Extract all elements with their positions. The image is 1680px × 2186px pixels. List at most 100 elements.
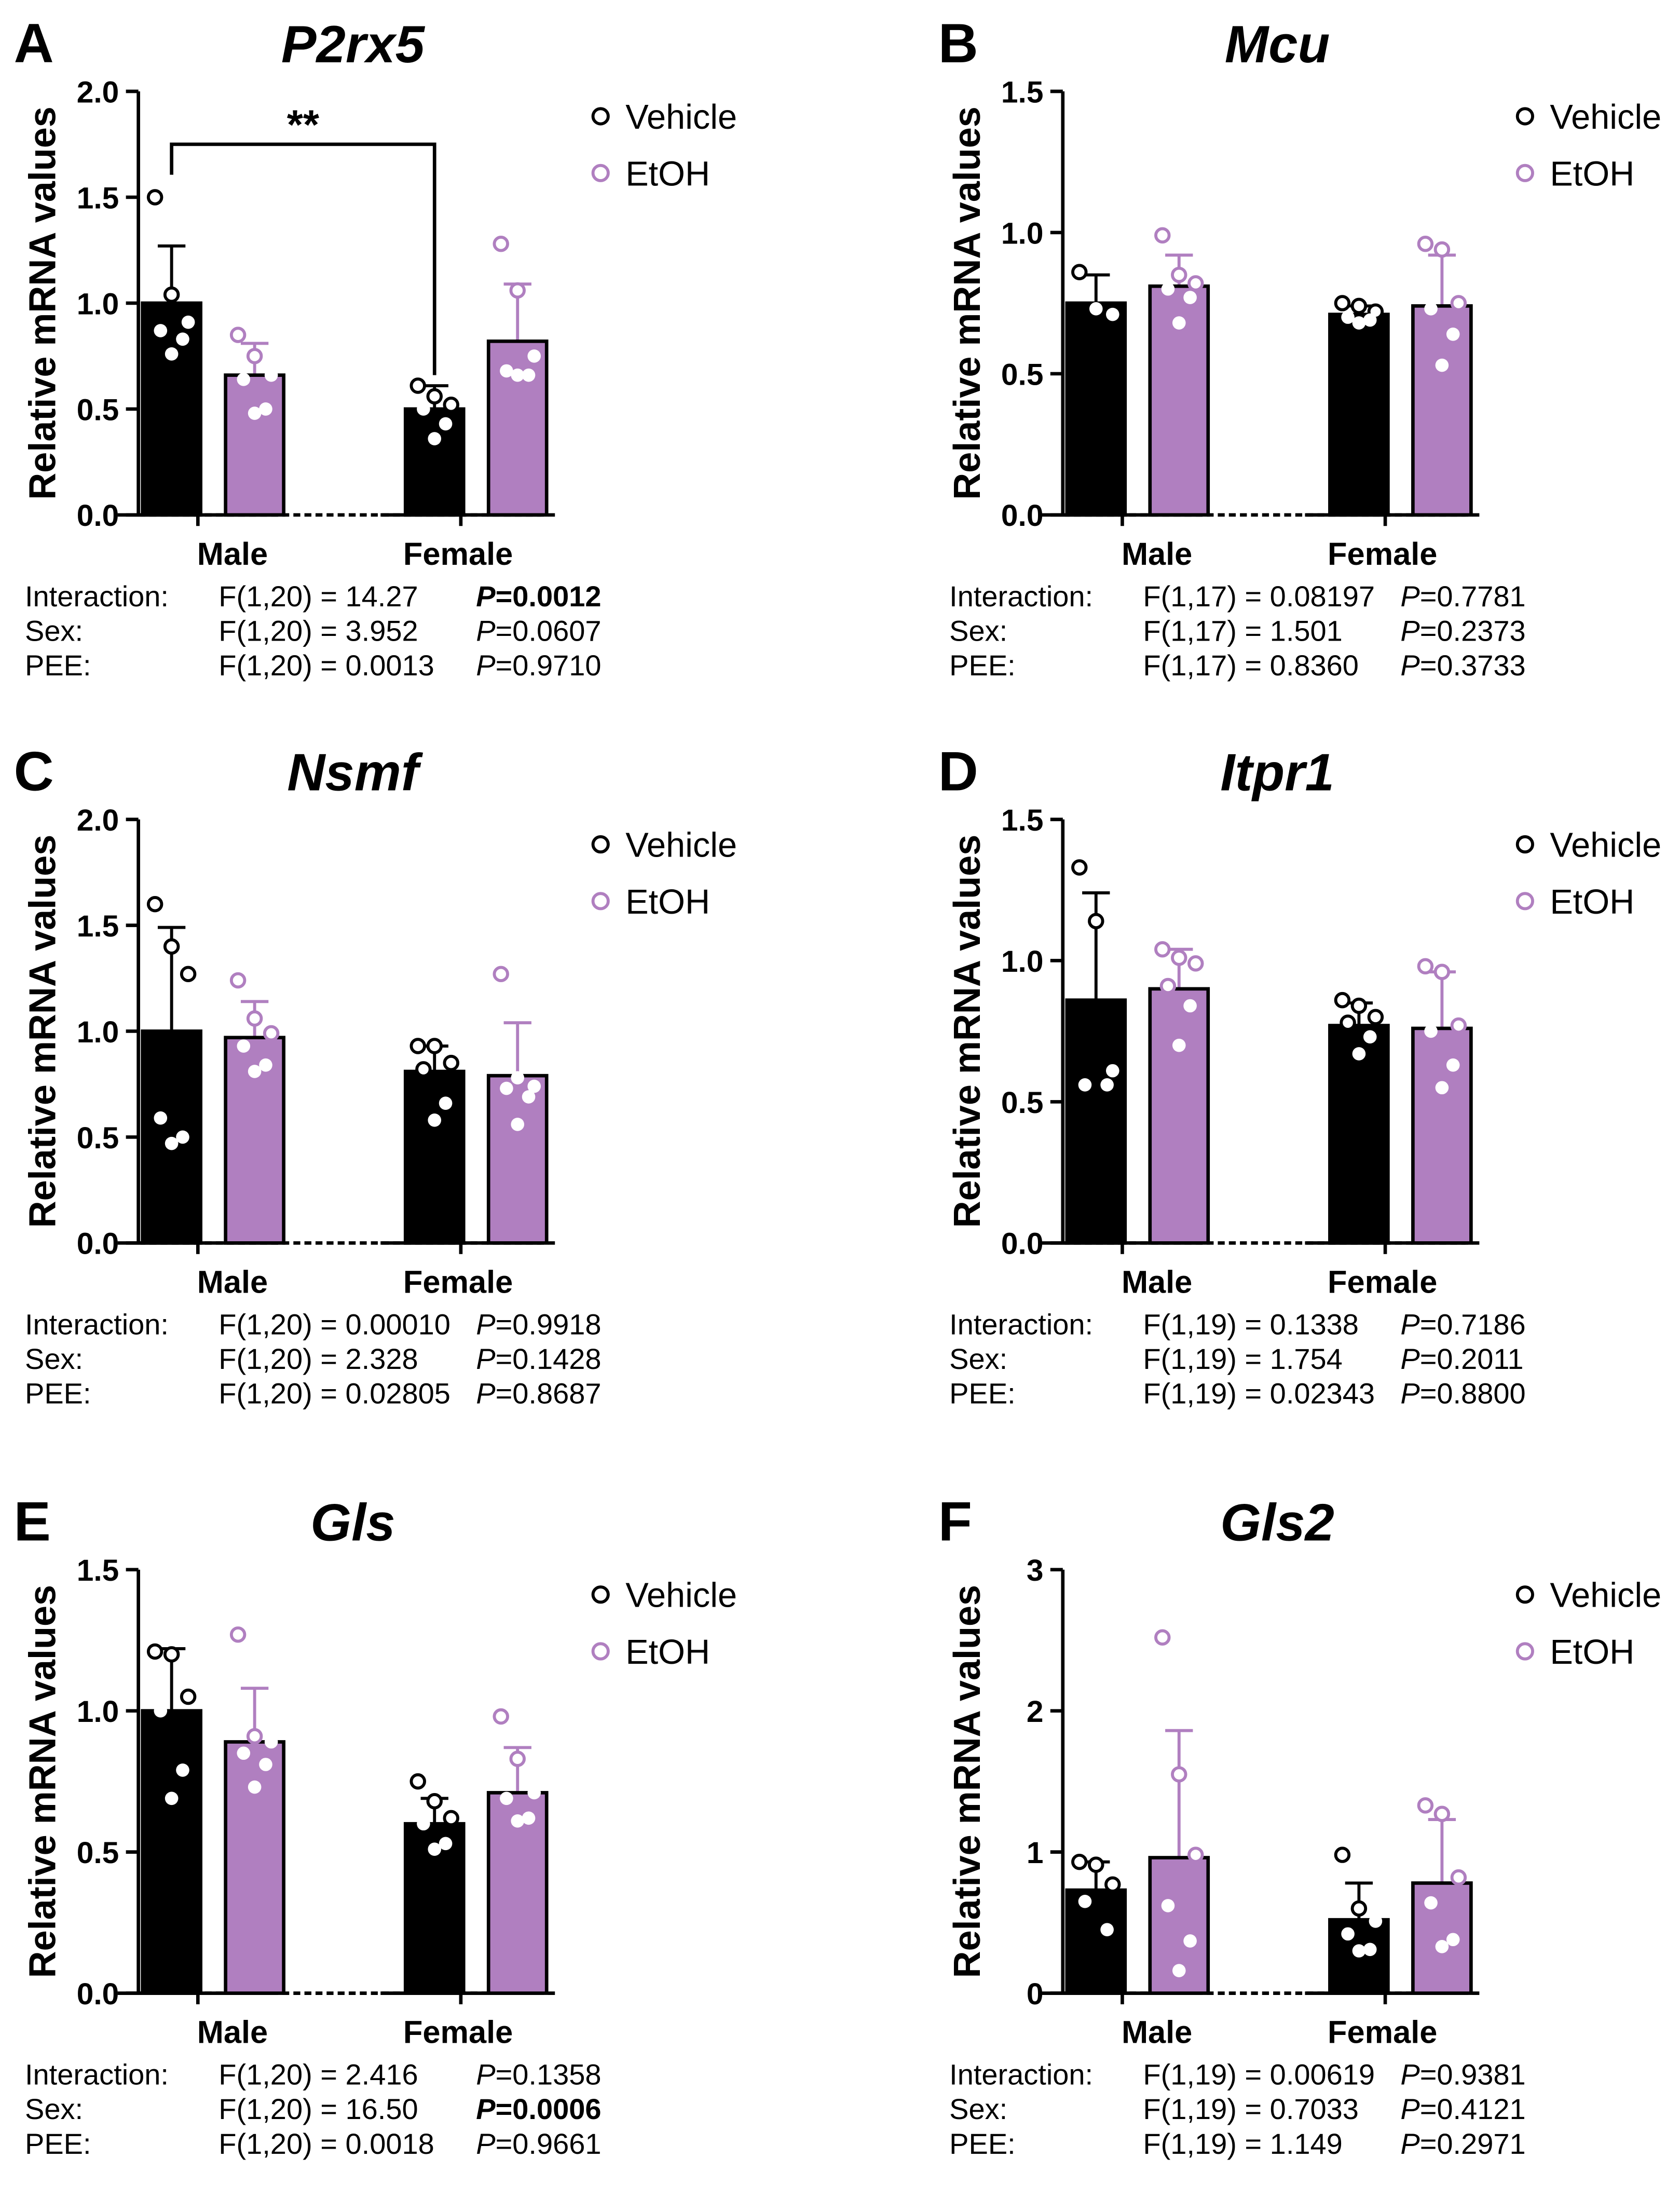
data-point xyxy=(248,1780,262,1794)
data-point xyxy=(248,1065,262,1078)
data-point xyxy=(527,1079,541,1093)
y-tick-label: 2.0 xyxy=(77,75,119,109)
legend-label-etoh: EtOH xyxy=(1550,883,1634,921)
legend-label-vehicle: Vehicle xyxy=(625,1577,737,1615)
data-point xyxy=(1104,1876,1121,1893)
p-value-number: =0.3733 xyxy=(1420,649,1526,682)
stat-p-value: P=0.7781 xyxy=(1400,580,1525,613)
data-point xyxy=(1089,302,1103,316)
stat-f-value: F(1,19) = 1.754 xyxy=(1143,1342,1342,1375)
data-point xyxy=(522,368,536,382)
data-point xyxy=(165,1136,179,1150)
p-value-number: =0.9710 xyxy=(496,649,602,682)
stat-f-value: F(1,20) = 0.0018 xyxy=(218,2127,434,2160)
p-symbol: P xyxy=(1400,2127,1419,2160)
data-point xyxy=(180,1688,197,1705)
data-point xyxy=(428,1842,442,1856)
p-value-number: =0.1358 xyxy=(496,2058,602,2091)
data-point xyxy=(1424,1024,1438,1038)
data-point xyxy=(163,286,180,303)
data-point xyxy=(509,1750,526,1767)
data-point xyxy=(165,1791,179,1805)
data-point xyxy=(237,373,251,386)
stat-p-value: P=0.8800 xyxy=(1400,1377,1525,1410)
stat-f-value: F(1,20) = 16.50 xyxy=(218,2093,418,2125)
p-value-number: =0.9918 xyxy=(496,1308,602,1340)
data-point xyxy=(1417,235,1434,252)
stat-p-value: P=0.9661 xyxy=(476,2127,601,2160)
y-tick-label: 0.0 xyxy=(77,1977,119,2011)
x-tick-label: Male xyxy=(1122,2014,1192,2050)
stat-label: PEE: xyxy=(25,1377,91,1410)
data-point xyxy=(1352,316,1366,330)
p-value-number: =0.9381 xyxy=(1420,2058,1526,2091)
data-point xyxy=(1105,307,1119,321)
data-point xyxy=(1088,913,1104,930)
data-point xyxy=(1450,295,1467,311)
p-symbol: P xyxy=(476,649,495,682)
stat-f-value: F(1,17) = 0.8360 xyxy=(1143,649,1358,682)
data-point xyxy=(443,1810,459,1827)
bar-etoh-male xyxy=(1148,987,1210,1245)
y-tick-label: 0.5 xyxy=(77,1121,119,1155)
stat-p-value: P=0.0607 xyxy=(476,615,601,647)
data-point xyxy=(493,1708,509,1725)
stat-p-value: P=0.4121 xyxy=(1400,2093,1525,2125)
panel-letter: B xyxy=(938,12,978,74)
data-point xyxy=(409,1038,426,1054)
p-symbol: P xyxy=(476,1308,495,1340)
stat-p-value: P=0.2971 xyxy=(1400,2127,1525,2160)
x-tick-label: Male xyxy=(197,536,268,572)
data-point xyxy=(229,1626,247,1643)
data-point xyxy=(1187,1846,1204,1863)
chart-title: Mcu xyxy=(1225,15,1330,74)
data-point xyxy=(511,1118,525,1131)
stat-label: Sex: xyxy=(25,1342,83,1375)
stat-f-value: F(1,20) = 14.27 xyxy=(218,580,418,613)
data-point xyxy=(1088,1856,1104,1873)
data-point xyxy=(509,282,526,299)
bar-etoh-male xyxy=(224,1740,285,1995)
chart-title: Gls xyxy=(310,1493,395,1552)
panel-c: C Nsmf Relative mRNA values 0.0 0.5 1.0 1.5 2.0… xyxy=(14,740,737,1410)
data-point xyxy=(1367,1009,1384,1025)
x-tick-label: Male xyxy=(197,1264,268,1299)
data-point xyxy=(1171,266,1187,283)
bar-vehicle-female xyxy=(1328,1918,1390,1995)
p-value-number: =0.7781 xyxy=(1420,580,1526,613)
bar-vehicle-male xyxy=(1065,1888,1127,1995)
y-axis-label: Relative mRNA values xyxy=(947,1585,988,1978)
stat-p-value: P=0.9918 xyxy=(476,1308,601,1340)
y-tick-label: 0.5 xyxy=(77,1836,119,1870)
panel-b: B Mcu Relative mRNA values 0.0 0.5 1.0 1.5 Male… xyxy=(938,12,1661,682)
panel-letter: F xyxy=(938,1490,972,1553)
data-point xyxy=(246,1728,263,1745)
stat-p-value: P=0.0012 xyxy=(476,580,601,613)
stat-p-value: P=0.1358 xyxy=(476,2058,601,2091)
stat-p-value: P=0.8687 xyxy=(476,1377,601,1410)
p-symbol: P xyxy=(1400,580,1419,613)
data-point xyxy=(264,368,278,382)
data-point xyxy=(1363,1030,1377,1044)
data-point xyxy=(146,1643,163,1660)
legend-label-vehicle: Vehicle xyxy=(1550,98,1661,137)
legend-marker-etoh xyxy=(1515,892,1534,911)
data-point xyxy=(1172,1038,1186,1052)
data-point xyxy=(1161,282,1175,296)
bar-etoh-female xyxy=(486,1791,549,1995)
stat-f-value: F(1,19) = 1.149 xyxy=(1143,2127,1342,2160)
data-point xyxy=(1350,997,1368,1014)
data-point xyxy=(1183,999,1197,1013)
data-point xyxy=(1433,1805,1451,1822)
stat-f-value: F(1,20) = 2.416 xyxy=(218,2058,418,2091)
legend-label-vehicle: Vehicle xyxy=(1550,826,1661,864)
stat-p-value: P=0.3733 xyxy=(1400,649,1525,682)
data-point xyxy=(1433,963,1451,980)
legend-marker-etoh xyxy=(591,892,610,911)
stat-p-value: P=0.9381 xyxy=(1400,2058,1525,2091)
y-tick-label: 1.5 xyxy=(1001,804,1044,837)
data-point xyxy=(176,1130,189,1144)
panel-letter: C xyxy=(14,740,54,803)
stat-f-value: F(1,20) = 0.0013 xyxy=(218,649,434,682)
stat-p-value: P=0.2011 xyxy=(1400,1342,1523,1375)
